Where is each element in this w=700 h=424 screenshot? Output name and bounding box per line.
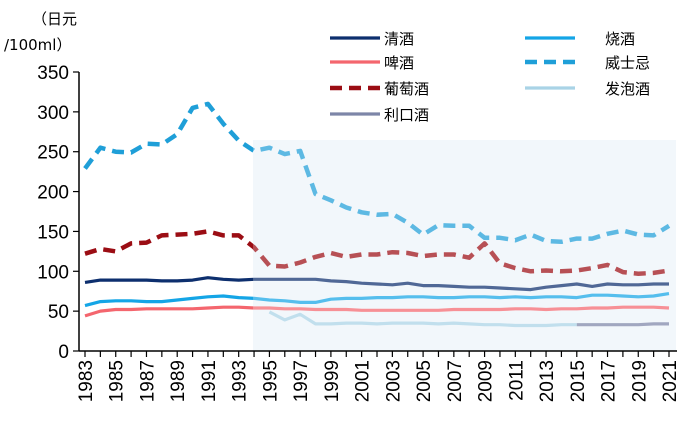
y-tick-label: 250 [37,143,69,164]
series-line-1 [84,276,669,292]
x-tick-label: 2007 [445,360,466,402]
y-tick-label: 200 [37,183,69,204]
x-tick-label: 2015 [568,360,589,402]
x-tick-label: 1993 [230,360,251,402]
legend-label-3: 啤酒 [384,54,414,72]
series-lines [83,101,671,328]
legend-label-1: 清酒 [384,30,414,48]
y-tick-label: 50 [48,302,69,323]
y-axis-unit-line-2: /100ml） [4,36,71,54]
y-tick-label: 100 [37,262,69,283]
x-tick-label: 2003 [383,360,404,402]
y-tick-label: 300 [37,103,69,124]
y-tick-label: 0 [58,342,69,363]
series-line-2 [84,292,670,308]
x-tick-label: 2001 [353,360,374,402]
legend-label-7: 利口酒 [384,106,429,124]
x-tick-label: 1987 [137,360,158,402]
legend-label-6: 发泡酒 [605,80,650,98]
legend-label-4: 威士忌 [605,54,650,72]
x-tick-label: 2011 [506,360,527,401]
y-tick-label: 150 [37,222,69,243]
highlight-overlay [253,60,677,351]
series-line-4 [83,101,671,245]
x-tick-label: 2019 [629,360,650,402]
series-line-6 [268,310,577,328]
legend-label-2: 烧酒 [605,30,635,48]
axes: 0 50 100 150 200 250 300 350 1983 1985 1987 1989 199… [37,63,681,402]
y-tick-label: 350 [37,63,69,84]
x-tick-label: 1983 [76,360,97,402]
x-tick-label: 1985 [107,360,128,402]
series-line-7 [576,322,669,327]
x-tick-label: 2017 [599,360,620,402]
x-tick-label: 1991 [199,360,220,402]
highlight-region [253,140,677,351]
x-tick-label: 1999 [322,360,343,402]
series-line-3 [84,305,670,318]
x-tick-label: 1997 [291,360,312,402]
x-tick-label: 2009 [476,360,497,402]
series-line-5 [84,229,670,276]
legend-label-5: 葡萄酒 [384,80,429,98]
x-tick-label: 2013 [537,360,558,402]
x-tick-label: 2005 [414,360,435,402]
y-axis-unit-line-1: （日元 [32,10,77,28]
x-tick-label: 2021 [660,360,681,402]
x-tick-label: 1989 [168,360,189,402]
x-tick-label: 1995 [260,360,281,402]
